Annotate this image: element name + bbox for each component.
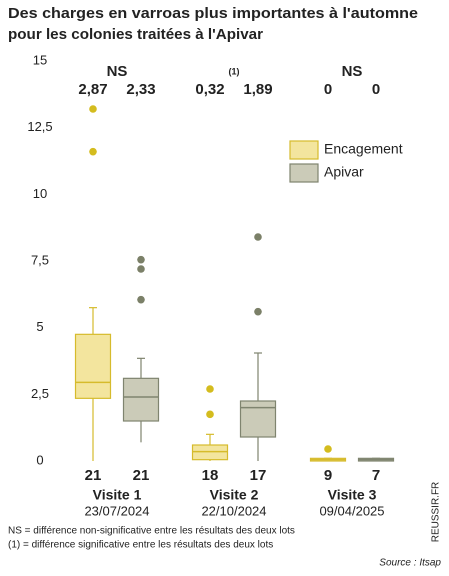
significance: NS xyxy=(342,63,363,80)
outlier xyxy=(89,147,97,156)
count-label: 21 xyxy=(85,467,102,484)
legend-swatch xyxy=(289,140,319,160)
x-tick-label: Visite 3 xyxy=(328,487,377,503)
mean-label: 0 xyxy=(372,81,380,98)
x-tick-label: Visite 2 xyxy=(210,487,259,503)
x-tick-sublabel: 23/07/2024 xyxy=(84,503,149,518)
outlier xyxy=(137,295,145,304)
y-tick-label: 5 xyxy=(36,319,43,334)
outlier xyxy=(206,385,214,393)
outlier xyxy=(254,233,262,241)
box xyxy=(239,400,277,438)
significance: (1) xyxy=(229,66,240,76)
note: (1) = différence significative entre les… xyxy=(8,540,273,551)
significance: NS xyxy=(107,63,128,80)
note: NS = différence non-significative entre … xyxy=(8,526,295,537)
outlier xyxy=(89,105,97,113)
legend-label: Encagement xyxy=(324,141,403,157)
mean-label: 1,89 xyxy=(243,81,272,98)
y-tick-label: 2,5 xyxy=(31,386,49,401)
y-tick-label: 12,5 xyxy=(27,119,52,134)
legend-swatch xyxy=(289,163,319,183)
count-label: 9 xyxy=(324,467,332,484)
count-label: 18 xyxy=(202,467,219,484)
x-tick-label: Visite 1 xyxy=(93,487,142,503)
count-label: 21 xyxy=(133,467,150,484)
mean-label: 2,87 xyxy=(78,81,107,98)
outlier xyxy=(254,307,262,316)
y-tick-label: 7,5 xyxy=(31,252,49,267)
outlier xyxy=(206,410,214,419)
box xyxy=(122,377,160,422)
mean-label: 0 xyxy=(324,81,332,98)
y-tick-label: 0 xyxy=(36,452,43,467)
count-label: 17 xyxy=(250,467,267,484)
x-tick-sublabel: 22/10/2024 xyxy=(201,503,266,518)
y-tick-label: 10 xyxy=(33,186,47,201)
chart-title: Des charges en varroas plus importantes … xyxy=(8,5,418,22)
legend-label: Apivar xyxy=(324,164,364,180)
box xyxy=(74,333,112,399)
x-tick-sublabel: 09/04/2025 xyxy=(319,503,384,518)
y-tick-label: 15 xyxy=(33,52,47,67)
chart-title: pour les colonies traitées à l'Apivar xyxy=(8,26,263,43)
mean-label: 2,33 xyxy=(126,81,155,98)
credit: REUSSIR.FR xyxy=(431,482,442,543)
outlier xyxy=(137,265,145,273)
count-label: 7 xyxy=(372,467,380,484)
mean-label: 0,32 xyxy=(195,81,224,98)
outlier xyxy=(324,445,332,453)
source: Source : Itsap xyxy=(379,558,441,569)
outlier xyxy=(137,255,145,264)
